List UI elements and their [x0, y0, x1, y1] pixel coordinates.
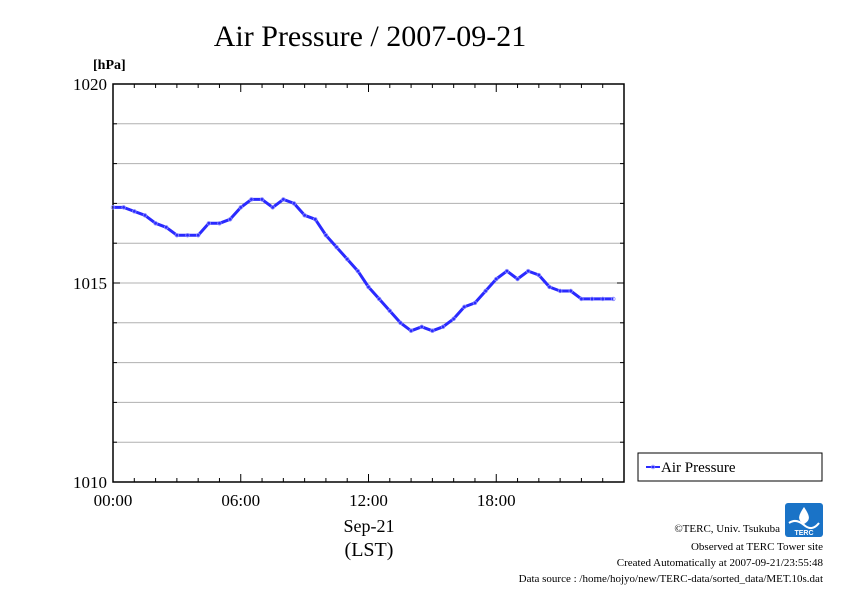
terc-logo-wave-icon — [788, 519, 820, 529]
y-tick-label: 1020 — [73, 75, 107, 94]
data-point — [164, 225, 169, 230]
data-point — [451, 316, 456, 322]
data-point — [589, 296, 595, 302]
data-point — [579, 296, 584, 302]
data-point — [270, 205, 275, 210]
data-point — [462, 304, 467, 310]
series-air-pressure — [110, 197, 616, 333]
terc-logo-drop-icon — [799, 507, 809, 524]
data-point — [281, 197, 286, 202]
data-point — [249, 197, 254, 202]
y-axis-unit: [hPa] — [93, 58, 126, 73]
x-tick-label: 06:00 — [221, 491, 260, 510]
y-tick-label: 1010 — [73, 473, 107, 492]
x-axis-tz-label: (LST) — [345, 539, 394, 561]
data-point — [472, 300, 478, 306]
footer-observed: Observed at TERC Tower site — [691, 541, 823, 553]
footer-source: Data source : /home/hojyo/new/TERC-data/… — [519, 573, 823, 585]
gridlines — [113, 123, 624, 443]
terc-logo-text: TERC — [794, 530, 813, 537]
chart-title: Air Pressure / 2007-09-21 — [214, 20, 526, 53]
data-point — [408, 328, 414, 333]
data-point — [504, 268, 510, 274]
data-point — [206, 221, 212, 226]
data-point — [334, 244, 339, 250]
x-tick-label: 12:00 — [349, 491, 388, 510]
data-point — [313, 217, 318, 222]
x-tick-label: 18:00 — [477, 491, 516, 510]
data-point — [398, 320, 403, 325]
y-axis-ticks: 1020 1015 1010 — [73, 75, 624, 492]
data-point — [536, 272, 542, 278]
data-point — [430, 328, 435, 333]
data-point — [611, 296, 616, 302]
data-point — [195, 233, 201, 238]
legend-swatch-marker — [650, 464, 656, 470]
data-point — [259, 197, 265, 202]
x-tick-label: 00:00 — [94, 491, 133, 510]
data-point — [419, 324, 424, 329]
data-point — [557, 288, 563, 294]
data-point — [302, 213, 307, 218]
data-point — [227, 217, 233, 222]
x-axis-ticks: 00:00 06:00 12:00 18:00 — [94, 84, 625, 510]
data-point — [174, 233, 180, 238]
data-point — [494, 276, 499, 282]
data-point — [142, 213, 148, 218]
data-point — [387, 308, 392, 314]
legend: Air Pressure — [637, 452, 823, 482]
footer-copyright: ©TERC, Univ. Tsukuba — [674, 523, 780, 535]
data-point — [291, 201, 297, 206]
data-point — [132, 209, 137, 214]
footer: ©TERC, Univ. Tsukuba Observed at TERC To… — [519, 523, 824, 585]
data-point — [600, 296, 605, 302]
data-point — [568, 288, 573, 294]
series-line — [113, 197, 614, 333]
data-point — [323, 233, 329, 238]
legend-box — [637, 452, 823, 482]
data-point — [515, 276, 520, 282]
data-point — [547, 284, 552, 290]
data-point — [110, 205, 116, 210]
data-point — [217, 221, 222, 226]
data-point — [440, 324, 446, 329]
data-point — [355, 268, 361, 274]
terc-logo: TERC — [785, 503, 823, 537]
data-point — [525, 268, 531, 274]
legend-entry-air-pressure: Air Pressure — [661, 460, 736, 476]
data-point — [366, 284, 371, 290]
data-point — [153, 221, 158, 226]
x-axis-date-label: Sep-21 — [344, 516, 395, 536]
data-point — [238, 205, 243, 210]
footer-created: Created Automatically at 2007-09-21/23:5… — [617, 557, 824, 569]
data-point — [185, 233, 190, 238]
y-tick-label: 1015 — [73, 274, 107, 293]
data-point — [376, 296, 382, 302]
data-point — [121, 205, 126, 210]
data-point — [483, 288, 488, 294]
data-point — [345, 256, 350, 262]
